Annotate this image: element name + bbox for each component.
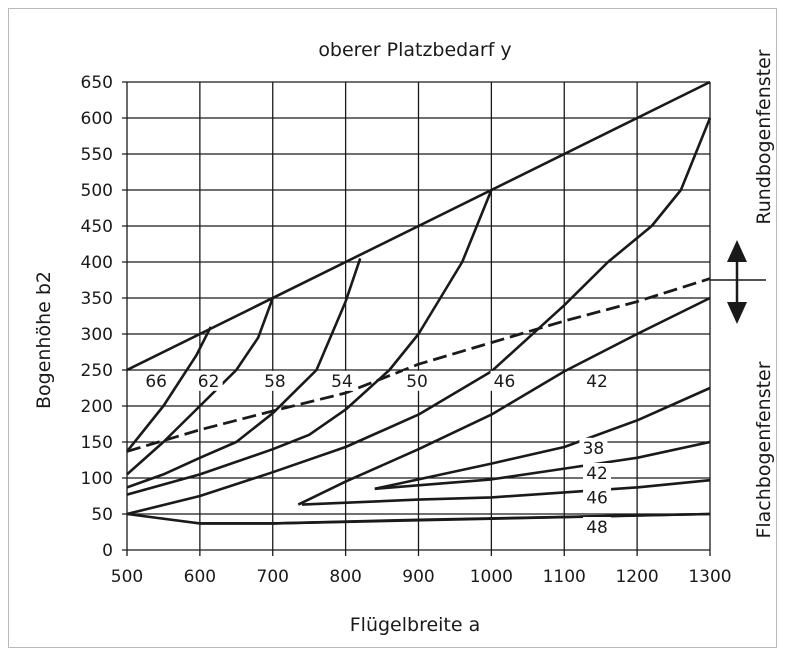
series-line-42-8 [301, 478, 711, 506]
y-tick-label: 300 [81, 325, 113, 345]
x-axis-label: Flügelbreite a [350, 614, 481, 636]
side-label-lower: Flachbogenfenster [753, 361, 775, 538]
x-tick-label: 700 [257, 567, 289, 587]
double-arrow-icon [710, 240, 766, 324]
x-tick-label: 800 [329, 567, 361, 587]
x-tick-label: 600 [184, 567, 216, 587]
y-tick-label: 50 [91, 505, 113, 525]
side-label-upper: Rundbogenfenster [753, 49, 775, 224]
y-tick-label: 0 [102, 541, 113, 561]
upper-boundary [126, 80, 711, 372]
series-line-46-9 [199, 512, 711, 525]
grid [122, 81, 711, 556]
chart-frame [8, 8, 777, 648]
curve-label-bg [327, 370, 356, 391]
curve-label-bg [194, 370, 223, 391]
y-tick-label: 350 [81, 289, 113, 309]
curve-label-48: 48 [586, 518, 608, 538]
series-line-38-7 [374, 440, 711, 491]
y-tick-label: 150 [81, 433, 113, 453]
curve-label-54: 54 [331, 372, 353, 392]
curve-label-66: 66 [145, 372, 167, 392]
y-tick-label: 550 [81, 145, 113, 165]
y-tick-label: 100 [81, 469, 113, 489]
series-line-46-5 [297, 296, 711, 506]
curve-label-38: 38 [583, 439, 605, 459]
curve-label-46: 46 [586, 488, 608, 508]
y-tick-label: 450 [81, 217, 113, 237]
y-tick-label: 250 [81, 361, 113, 381]
series-line-42-6 [374, 386, 711, 491]
series-line-58-2 [126, 257, 362, 489]
curve-label-bg [260, 370, 289, 391]
y-tick-label: 200 [81, 397, 113, 417]
curve-label-bg [579, 437, 608, 458]
transition-line [126, 277, 711, 453]
curve-label-bg [583, 517, 612, 537]
series-line-54-3 [126, 189, 493, 496]
series-line-66-0 [125, 326, 212, 453]
x-tick-label: 500 [111, 567, 143, 587]
y-tick-label: 650 [81, 73, 113, 93]
curve-label-62: 62 [198, 372, 220, 392]
chart-title: oberer Platzbedarf y [318, 39, 511, 61]
x-tick-label: 1100 [543, 567, 586, 587]
curve-label-58: 58 [264, 372, 286, 392]
curve-label-bg [583, 487, 612, 508]
curve-label-42: 42 [586, 372, 608, 392]
curve-label-50: 50 [406, 372, 428, 392]
y-axis-label: Bogenhöhe b2 [33, 271, 55, 409]
curve-label-bg [490, 370, 519, 391]
x-tick-label: 900 [402, 567, 434, 587]
curve-label-bg [583, 370, 612, 391]
x-tick-label: 1200 [615, 567, 658, 587]
curve-labels: 66 62 58 54 50 46 42 38 42 46 48 [142, 370, 612, 538]
curve-label-46: 46 [494, 372, 516, 392]
curve-label-bg [583, 463, 612, 483]
curve-label-42: 42 [586, 464, 608, 484]
tick-labels: 500 600 700 800 900 1000 1100 1200 1300 0 50 100 150… [81, 73, 732, 587]
x-tick-label: 1300 [688, 567, 731, 587]
y-tick-label: 600 [81, 109, 113, 129]
curve-label-bg [403, 370, 432, 391]
curve-label-bg [142, 370, 171, 391]
y-tick-label: 500 [81, 181, 113, 201]
x-tick-label: 1000 [470, 567, 513, 587]
y-tick-label: 400 [81, 253, 113, 273]
